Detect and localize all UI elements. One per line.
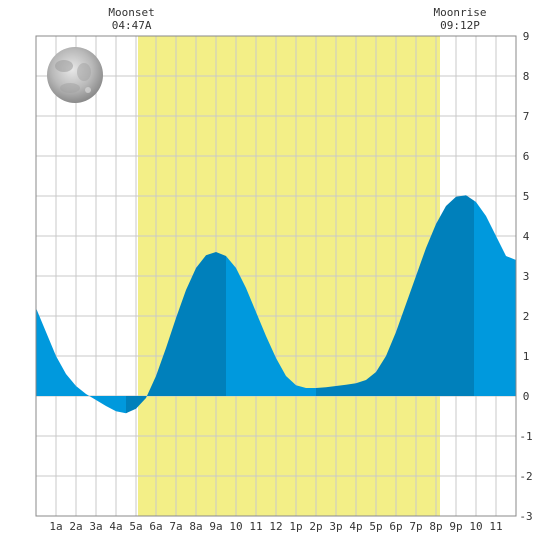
plot-border bbox=[35, 35, 517, 517]
x-tick-label: 9a bbox=[209, 520, 222, 533]
tide-segment-falling bbox=[226, 256, 316, 396]
y-tick-label: -1 bbox=[519, 430, 532, 443]
tide-segment-rising bbox=[126, 252, 226, 414]
tide-segment-falling bbox=[36, 308, 126, 414]
x-tick-label: 1a bbox=[49, 520, 62, 533]
x-tick-label: 11 bbox=[489, 520, 502, 533]
x-tick-label: 6p bbox=[389, 520, 402, 533]
x-tick-label: 8p bbox=[429, 520, 442, 533]
x-tick-label: 10 bbox=[469, 520, 482, 533]
x-tick-label: 4p bbox=[349, 520, 362, 533]
x-tick-label: 10 bbox=[229, 520, 242, 533]
x-tick-label: 5a bbox=[129, 520, 142, 533]
y-tick-label: 1 bbox=[523, 350, 530, 363]
annotation-title: Moonset bbox=[108, 6, 154, 19]
annotation-time: 09:12P bbox=[440, 19, 480, 32]
tide-segment-falling bbox=[474, 200, 516, 396]
y-tick-label: 9 bbox=[523, 30, 530, 43]
y-axis-tick-labels: -3 -2 -1 0 1 2 3 4 5 6 7 8 9 bbox=[519, 30, 532, 523]
x-tick-label: 3a bbox=[89, 520, 102, 533]
y-tick-label: 4 bbox=[523, 230, 530, 243]
x-tick-label: 2a bbox=[69, 520, 82, 533]
x-tick-label: 7a bbox=[169, 520, 182, 533]
x-tick-label: 8a bbox=[189, 520, 202, 533]
tide-segment-rising bbox=[316, 195, 474, 396]
x-tick-label: 5p bbox=[369, 520, 382, 533]
x-tick-label: 12 bbox=[269, 520, 282, 533]
y-tick-label: 8 bbox=[523, 70, 530, 83]
x-tick-label: 9p bbox=[449, 520, 462, 533]
x-axis-tick-labels: 1a 2a 3a 4a 5a 6a 7a 8a 9a 10 11 12 1p 2p 3p 4p 5p 6p 7p 8p… bbox=[49, 520, 502, 533]
y-tick-label: 7 bbox=[523, 110, 530, 123]
x-tick-label: 2p bbox=[309, 520, 322, 533]
x-tick-label: 6a bbox=[149, 520, 162, 533]
x-tick-label: 1p bbox=[289, 520, 302, 533]
y-tick-label: 0 bbox=[523, 390, 530, 403]
annotation-title: Moonrise bbox=[434, 6, 487, 19]
annotation-time: 04:47A bbox=[112, 19, 152, 32]
y-tick-label: 6 bbox=[523, 150, 530, 163]
x-tick-label: 4a bbox=[109, 520, 122, 533]
full-moon-icon bbox=[47, 47, 103, 103]
y-tick-label: -3 bbox=[519, 510, 532, 523]
x-tick-label: 11 bbox=[249, 520, 262, 533]
y-tick-label: 2 bbox=[523, 310, 530, 323]
tide-area bbox=[36, 195, 516, 414]
x-tick-label: 7p bbox=[409, 520, 422, 533]
x-tick-label: 3p bbox=[329, 520, 342, 533]
y-tick-label: 3 bbox=[523, 270, 530, 283]
y-tick-label: 5 bbox=[523, 190, 530, 203]
y-tick-label: -2 bbox=[519, 470, 532, 483]
